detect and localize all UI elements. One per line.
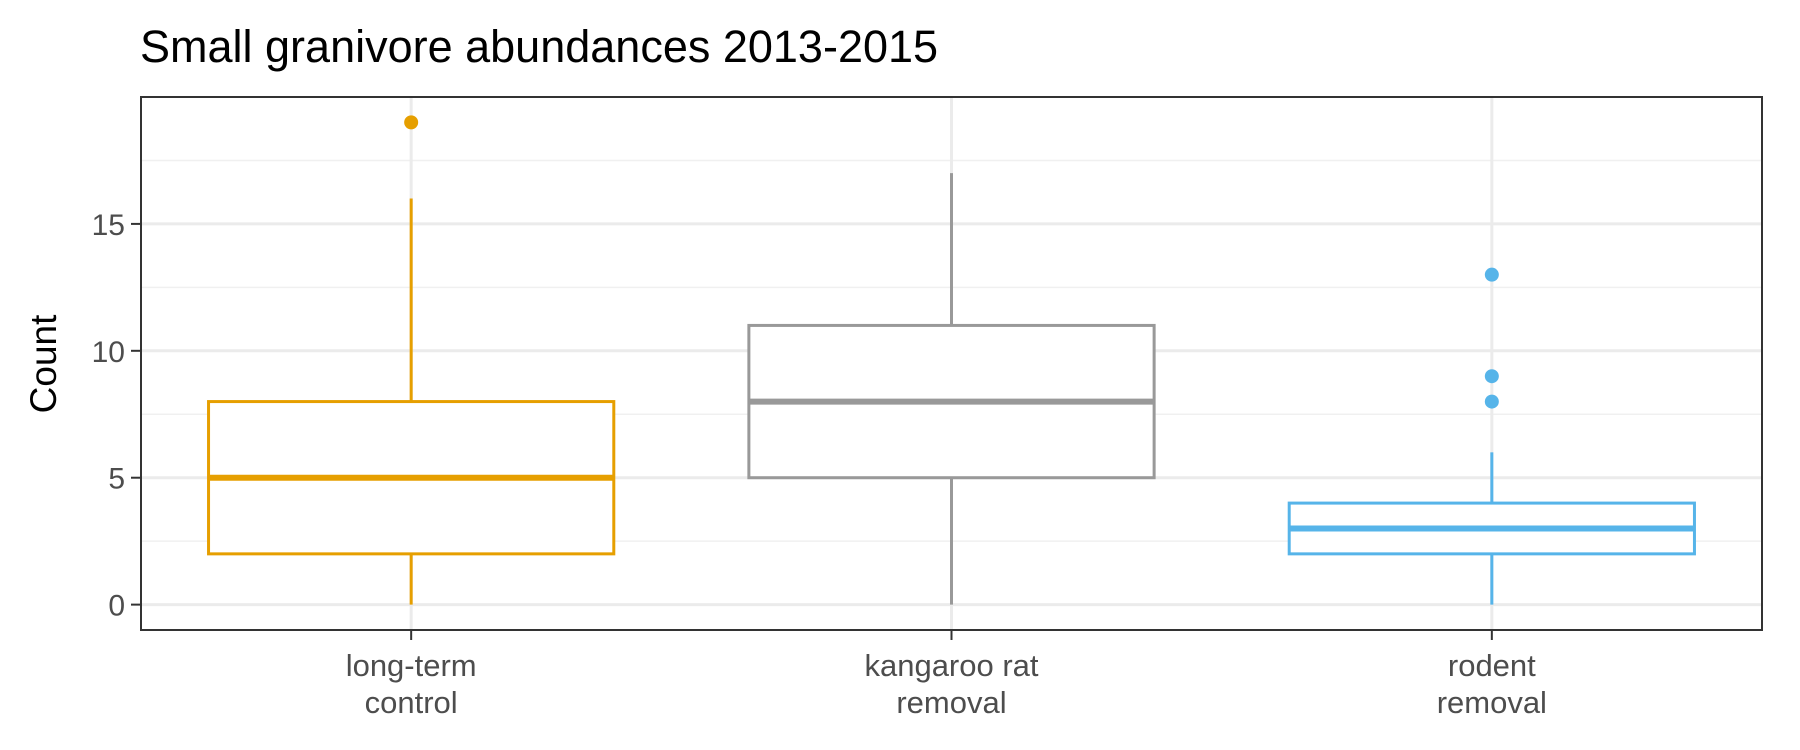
box-2 [747,173,1156,605]
y-tick-label: 15 [92,209,125,242]
y-tick-label: 10 [92,336,125,369]
y-tick-label: 0 [108,590,125,623]
x-category-label-line: removal [1437,685,1547,720]
box-1 [207,115,616,605]
x-category-label-line: long-term [346,648,477,683]
outlier-point [1484,369,1499,384]
box-3 [1287,267,1696,605]
boxes [207,115,1696,605]
outlier-point [1484,267,1499,282]
x-category-label-line: rodent [1448,648,1536,683]
x-category-label: kangaroo rat removal [864,648,1038,720]
x-category-label: long-term control [346,648,477,720]
chart-title: Small granivore abundances 2013-2015 [140,21,938,72]
outlier-point [1484,394,1499,409]
y-tick-label: 5 [108,463,125,496]
x-category-label-line: kangaroo rat [864,648,1038,683]
outlier-point [404,115,419,130]
x-category-label: rodent removal [1437,648,1547,720]
x-category-label-line: removal [896,685,1006,720]
x-category-label-line: control [365,685,458,720]
y-axis-ticks: 0 5 10 15 [92,209,141,623]
panel-border [140,96,1763,631]
y-axis-label: Count [23,314,64,413]
